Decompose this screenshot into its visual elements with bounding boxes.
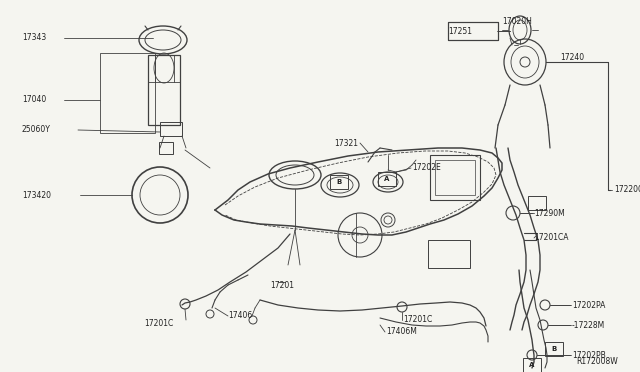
Bar	[523, 358, 541, 372]
Bar	[528, 196, 546, 210]
Bar	[430, 155, 480, 200]
Text: 17201: 17201	[270, 280, 294, 289]
Bar	[448, 22, 498, 40]
Text: 17201CA: 17201CA	[534, 234, 568, 243]
Bar	[159, 142, 173, 154]
Text: 25060Y: 25060Y	[22, 125, 51, 135]
Text: -17228M: -17228M	[572, 321, 605, 330]
Text: B: B	[552, 346, 557, 352]
Text: A: A	[529, 362, 534, 368]
Text: 17321: 17321	[334, 138, 358, 148]
Bar	[160, 122, 182, 136]
Text: 17202PA: 17202PA	[572, 301, 605, 310]
Text: 17202PB: 17202PB	[572, 350, 605, 359]
Bar	[378, 172, 396, 186]
Text: 17406: 17406	[228, 311, 252, 321]
Text: 17020H: 17020H	[502, 17, 532, 26]
Text: R172008W: R172008W	[576, 357, 618, 366]
Text: 17406M: 17406M	[386, 327, 417, 337]
Text: 172200: 172200	[614, 186, 640, 195]
Bar	[448, 22, 498, 40]
Text: 17251: 17251	[448, 26, 472, 35]
Text: 17202E: 17202E	[412, 164, 441, 173]
Bar	[148, 55, 180, 125]
Text: 17040: 17040	[22, 96, 46, 105]
Bar	[330, 175, 348, 189]
Text: 17290M: 17290M	[534, 208, 564, 218]
Text: 17201C: 17201C	[403, 315, 432, 324]
Text: 17201C: 17201C	[144, 318, 173, 327]
Text: 17343: 17343	[22, 33, 46, 42]
Bar	[428, 240, 470, 268]
Bar	[435, 160, 475, 195]
Text: 173420: 173420	[22, 190, 51, 199]
Text: B: B	[337, 179, 342, 185]
Text: 17240: 17240	[560, 54, 584, 62]
Bar	[545, 342, 563, 356]
Text: A: A	[384, 176, 390, 182]
Bar	[100, 53, 155, 133]
